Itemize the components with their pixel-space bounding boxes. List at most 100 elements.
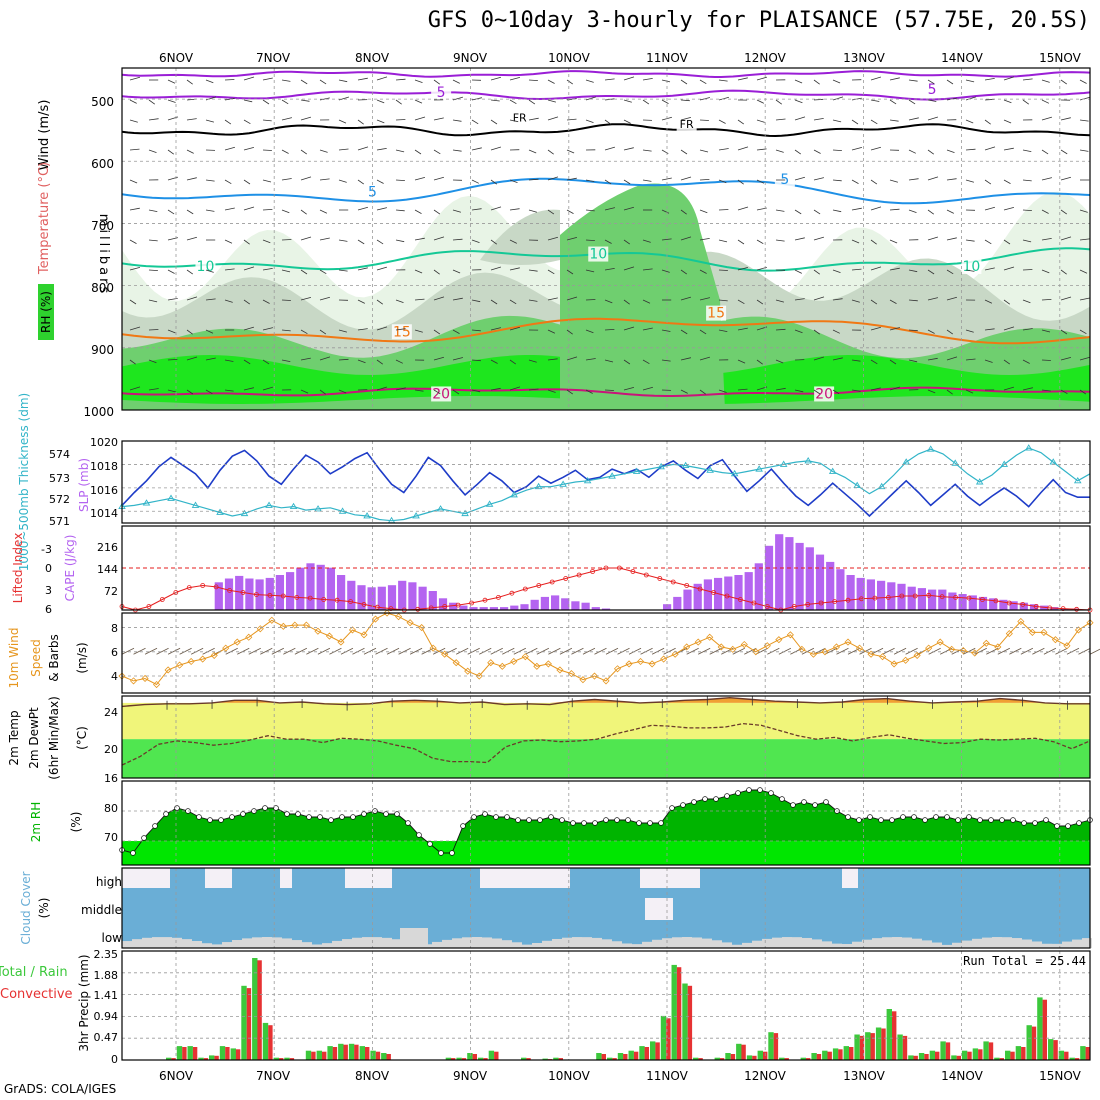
wind-barb <box>775 99 783 105</box>
wind-barb <box>205 269 214 273</box>
wind-barb <box>984 328 995 331</box>
wind-barb <box>243 266 255 271</box>
wind-barb <box>1003 207 1015 211</box>
precip-convective-bar <box>633 1051 639 1060</box>
wind-barb <box>965 358 976 361</box>
wind-barb <box>452 389 460 395</box>
wind-barb <box>243 239 250 245</box>
precip-total-bar <box>811 1053 817 1060</box>
wind-barb <box>243 179 251 185</box>
wind-barb <box>642 299 651 304</box>
lifted-index-point <box>738 597 743 602</box>
wind-barb <box>433 356 445 361</box>
wind-barb <box>452 119 462 122</box>
wind-barb <box>509 326 521 331</box>
wind-barb <box>547 329 556 334</box>
surface-wind-barb <box>905 647 918 655</box>
wind-barb <box>946 149 955 153</box>
precip-total-bar <box>768 1032 774 1060</box>
wind-barb <box>718 119 726 124</box>
wind-barb <box>813 329 821 335</box>
rh2m-point <box>1032 820 1038 826</box>
wind-barb <box>870 99 880 102</box>
wind-barb <box>680 296 692 301</box>
lifted-index-point <box>321 597 327 602</box>
x-tick-label: 8NOV <box>355 1069 390 1083</box>
wind-barb <box>262 119 272 122</box>
precip-convective-bar <box>827 1051 832 1060</box>
lifted-index-point <box>711 590 716 595</box>
x-tick-label: 9NOV <box>453 1069 488 1083</box>
wind-barb <box>357 299 365 304</box>
rh2m-point <box>361 811 367 817</box>
y-tick-label: 600 <box>91 157 114 171</box>
lifted-index-point <box>966 595 972 601</box>
wind-barb <box>927 99 937 102</box>
precip-total-bar <box>940 1041 946 1060</box>
precip-total-bar <box>951 1055 957 1060</box>
precip-convective-bar <box>859 1035 865 1060</box>
lifted-index-point <box>926 592 932 598</box>
wind-speed-point <box>245 633 253 641</box>
precip-ylabel: 3hr Precip (mm) <box>77 954 91 1051</box>
cloud-low-block <box>842 943 852 948</box>
wind-barb <box>281 117 292 121</box>
wind-barb <box>186 269 194 275</box>
cape-bar <box>418 586 427 610</box>
cape-bar <box>815 554 825 610</box>
wind-barb <box>395 149 405 153</box>
wind-barb <box>509 386 521 391</box>
wind-barb <box>148 388 159 391</box>
lifted-index-point <box>522 586 528 592</box>
rh2m-point <box>889 817 895 823</box>
surface-wind-barb <box>1020 647 1034 655</box>
cloud-low-block <box>1042 943 1052 948</box>
wind-speed-point <box>579 676 587 684</box>
wind-barb <box>1041 116 1053 121</box>
wind-speed-point <box>176 661 184 669</box>
wind-barb <box>224 119 232 125</box>
cloud-high-gap <box>480 868 570 888</box>
lifted-index-point <box>899 593 905 599</box>
wind-barb <box>699 238 710 241</box>
wind-barb <box>718 329 728 332</box>
surface-wind-barb <box>640 647 653 655</box>
isotherm-minus10 <box>121 70 1091 78</box>
wind-barb <box>1079 209 1088 213</box>
x-tick-label: 9NOV <box>453 51 488 65</box>
temp-2m-line <box>121 696 1090 708</box>
wind-barb <box>566 118 577 121</box>
wind-barb <box>1041 209 1049 214</box>
cape-bar <box>214 582 223 610</box>
cape-bar <box>296 567 305 610</box>
precip-convective-bar <box>375 1051 381 1060</box>
wind-speed-point <box>1040 628 1048 636</box>
cloud-low-block <box>602 939 612 948</box>
wind-barb <box>984 267 995 271</box>
wind-barb <box>148 299 158 303</box>
wind-barb <box>528 299 538 302</box>
wind-barb <box>566 177 577 181</box>
precip-panel-frame <box>121 950 1091 1061</box>
rh2m-point <box>702 796 708 802</box>
surface-wind-barb <box>179 647 192 655</box>
wind-speed-point <box>141 674 149 683</box>
precip-convective-label: Convective <box>0 987 73 1002</box>
precip-total-bar <box>477 1057 484 1060</box>
lifted-index-point <box>751 600 757 606</box>
wind-barb <box>167 149 175 155</box>
rh2m-point <box>570 820 576 826</box>
thickness-point <box>485 500 494 507</box>
cloud-low-block <box>712 940 722 948</box>
isotherm-label: 20 <box>432 386 450 402</box>
cape-bar <box>326 567 335 610</box>
wind-barb <box>205 389 213 395</box>
x-tick-label: 6NOV <box>159 51 194 65</box>
surface-wind-barb <box>329 647 342 655</box>
cloud-low-block <box>282 938 292 948</box>
wind-speed-point <box>798 645 806 653</box>
thickness-point <box>461 509 469 517</box>
wind-barb <box>224 79 235 81</box>
wind-barb <box>186 389 194 395</box>
x-tick-label: 13NOV <box>843 1069 885 1083</box>
